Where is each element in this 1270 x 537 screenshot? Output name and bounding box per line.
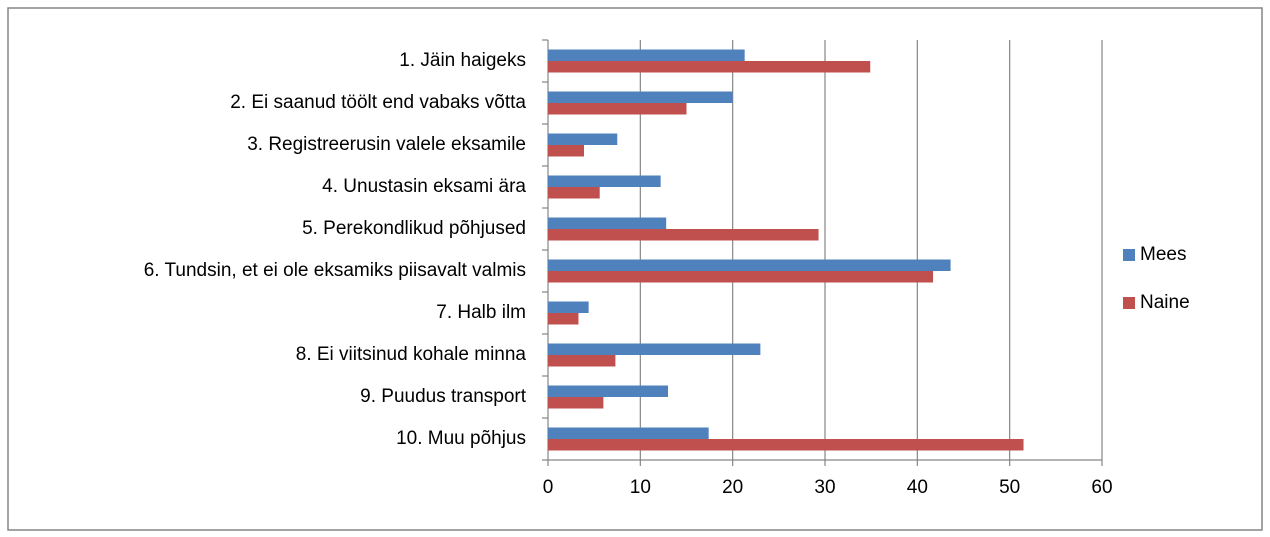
y-tick-label: 5. Perekondlikud põhjused [302, 218, 526, 239]
legend-swatch [1123, 249, 1135, 261]
legend-label: Naine [1140, 292, 1190, 313]
bar [548, 133, 618, 145]
bar [548, 145, 585, 157]
bar [548, 385, 669, 397]
bar [548, 187, 600, 199]
y-tick-label: 4. Unustasin eksami ära [322, 176, 526, 197]
bar [548, 355, 616, 367]
bar [548, 427, 709, 439]
y-tick-label: 1. Jäin haigeks [399, 50, 526, 71]
x-tick-label: 10 [630, 477, 651, 498]
bar [548, 103, 687, 115]
x-tick-label: 60 [1091, 477, 1112, 498]
bar [548, 439, 1024, 451]
bar [548, 301, 589, 313]
y-tick-label: 3. Registreerusin valele eksamile [247, 134, 526, 155]
bar [548, 91, 733, 103]
y-tick-label: 2. Ei saanud töölt end vabaks võtta [230, 92, 526, 113]
bar [548, 343, 761, 355]
y-tick-label: 9. Puudus transport [360, 386, 527, 407]
bar [548, 259, 951, 271]
legend-label: Mees [1140, 244, 1186, 265]
y-tick-label: 6. Tundsin, et ei ole eksamiks piisavalt… [144, 260, 526, 281]
bar [548, 217, 667, 229]
bar [548, 229, 819, 241]
x-tick-label: 40 [907, 477, 928, 498]
bar [548, 61, 871, 73]
y-tick-label: 7. Halb ilm [436, 302, 526, 323]
x-tick-label: 30 [814, 477, 835, 498]
bar [548, 175, 661, 187]
y-tick-label: 10. Muu põhjus [396, 428, 526, 449]
bar [548, 49, 745, 61]
y-tick-label: 8. Ei viitsinud kohale minna [296, 344, 527, 365]
bar [548, 397, 604, 409]
x-tick-label: 20 [722, 477, 743, 498]
legend-swatch [1123, 297, 1135, 309]
bar [548, 313, 579, 325]
x-tick-label: 50 [999, 477, 1020, 498]
bar [548, 271, 934, 283]
x-tick-label: 0 [543, 477, 554, 498]
